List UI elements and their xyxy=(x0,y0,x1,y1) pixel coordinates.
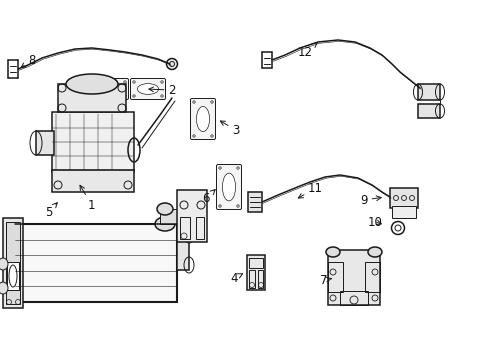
Bar xyxy=(180,217,190,239)
Bar xyxy=(15,224,177,302)
Bar xyxy=(52,170,134,192)
Text: 4: 4 xyxy=(230,271,242,284)
Text: 12: 12 xyxy=(297,42,317,59)
Ellipse shape xyxy=(325,247,339,257)
Text: 7: 7 xyxy=(319,274,331,287)
Ellipse shape xyxy=(0,282,8,294)
Text: 3: 3 xyxy=(220,121,239,136)
Bar xyxy=(391,206,415,218)
Ellipse shape xyxy=(0,258,8,270)
Bar xyxy=(246,255,264,290)
Bar xyxy=(339,291,367,305)
FancyBboxPatch shape xyxy=(93,78,128,99)
Bar xyxy=(417,104,439,118)
Ellipse shape xyxy=(196,107,209,131)
Bar xyxy=(177,190,206,242)
Ellipse shape xyxy=(66,74,118,94)
Text: 2: 2 xyxy=(148,84,175,96)
Bar xyxy=(177,230,189,270)
Text: 6: 6 xyxy=(202,190,215,204)
Bar xyxy=(248,270,254,288)
FancyBboxPatch shape xyxy=(190,99,215,140)
Circle shape xyxy=(166,59,177,69)
Bar xyxy=(160,209,180,224)
Text: 1: 1 xyxy=(80,185,95,212)
Bar xyxy=(417,84,439,100)
Bar xyxy=(327,262,342,292)
Bar xyxy=(196,217,203,239)
Bar xyxy=(248,258,263,268)
Ellipse shape xyxy=(137,84,158,94)
Bar xyxy=(36,131,54,155)
Bar xyxy=(364,262,379,292)
Ellipse shape xyxy=(100,84,122,94)
Bar xyxy=(6,222,20,304)
Ellipse shape xyxy=(222,173,235,201)
Bar xyxy=(3,218,23,308)
Bar xyxy=(58,84,126,112)
Bar xyxy=(7,262,19,290)
Ellipse shape xyxy=(367,247,381,257)
FancyBboxPatch shape xyxy=(130,78,165,99)
Text: 8: 8 xyxy=(21,54,35,68)
FancyBboxPatch shape xyxy=(216,165,241,210)
Bar xyxy=(327,250,379,305)
Text: 11: 11 xyxy=(298,181,323,198)
Bar xyxy=(258,270,263,288)
Bar xyxy=(247,192,262,212)
Text: 10: 10 xyxy=(367,216,382,229)
Ellipse shape xyxy=(157,203,173,215)
Bar xyxy=(389,188,417,208)
Text: 5: 5 xyxy=(44,203,57,219)
Ellipse shape xyxy=(155,217,175,231)
Text: 9: 9 xyxy=(360,194,380,207)
Bar xyxy=(52,112,134,172)
